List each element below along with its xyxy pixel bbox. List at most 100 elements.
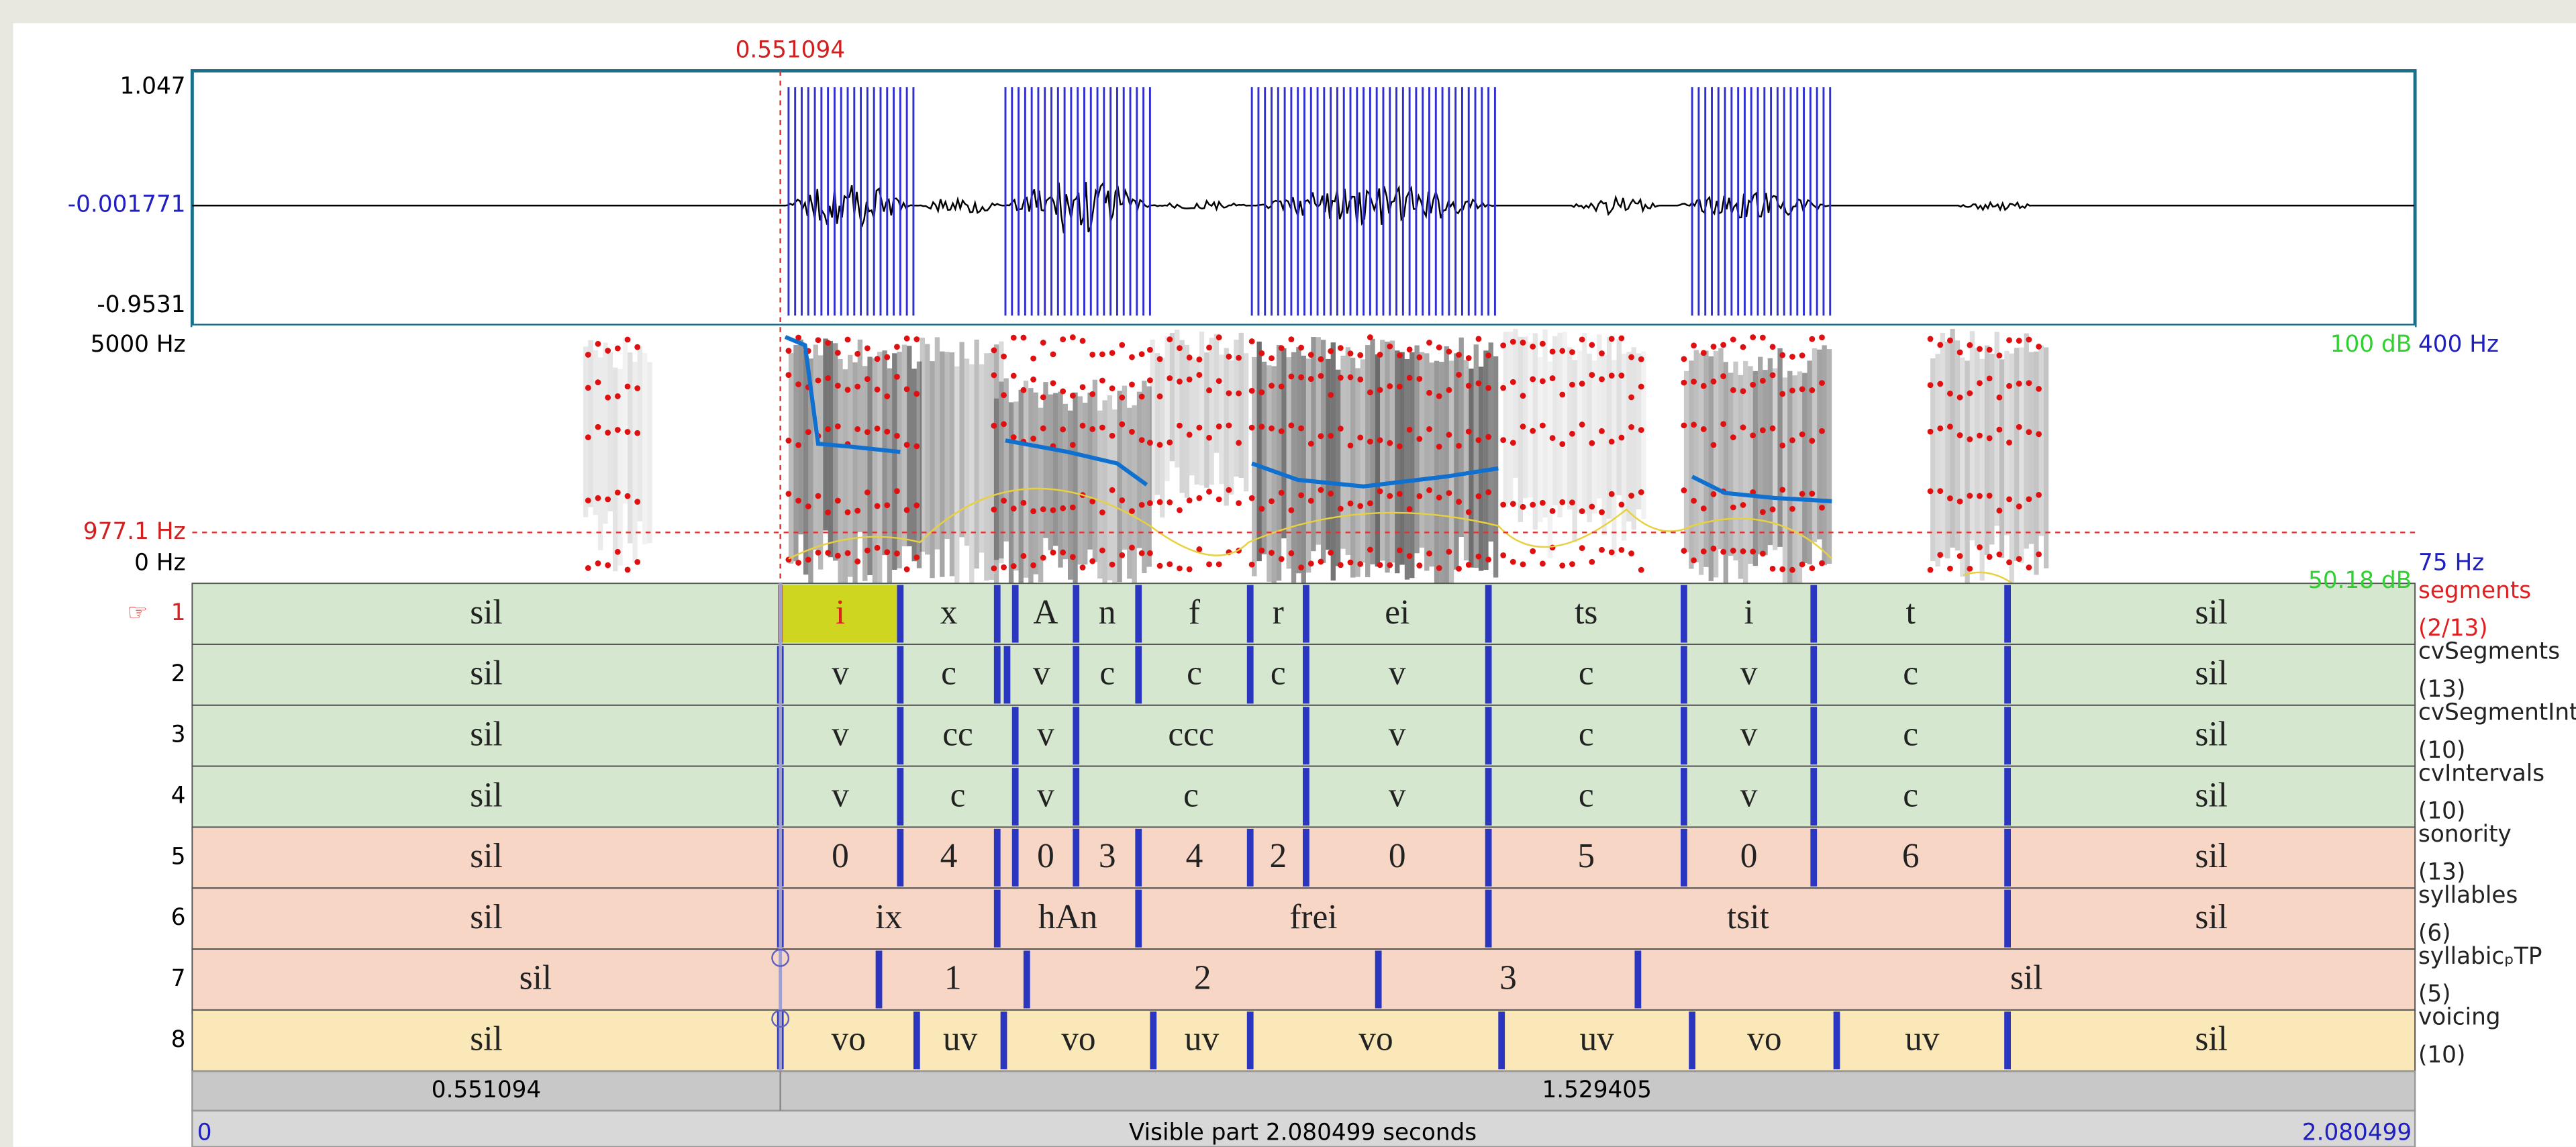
formant-dot — [1530, 428, 1536, 434]
formant-dot — [1996, 352, 2003, 359]
formant-dot — [1278, 383, 1285, 390]
formant-dot — [785, 438, 792, 444]
formant-dot — [1700, 350, 1707, 356]
tier-name: syllables — [2418, 882, 2518, 909]
spectrogram-band — [1797, 371, 1803, 595]
formant-dot — [1357, 434, 1364, 441]
formant-dot — [1947, 423, 1953, 430]
tier-count: (5) — [2418, 981, 2451, 1007]
formant-dot — [1500, 437, 1507, 444]
interval-label: v — [1740, 715, 1758, 753]
spectrogram-band — [1360, 359, 1366, 563]
interval-label: v — [832, 715, 849, 753]
spectrogram-band — [2043, 347, 2049, 568]
spectrogram-band — [1743, 360, 1748, 588]
interval-label: 6 — [1902, 837, 1920, 875]
formant-dot — [1977, 493, 1983, 499]
formant-dot — [834, 552, 841, 559]
formant-dot — [1196, 495, 1203, 501]
formant-dot — [884, 354, 891, 360]
spectrogram-area[interactable] — [192, 325, 2416, 584]
formant-dot — [795, 497, 801, 504]
formant-dot — [1357, 503, 1364, 509]
spectrogram-band — [1782, 377, 1788, 595]
spectrogram-band — [1146, 386, 1152, 567]
formant-dot — [785, 491, 792, 497]
spectrogram-band — [2028, 352, 2034, 544]
formant-dot — [1258, 350, 1265, 356]
formant-dot — [1089, 558, 1096, 564]
formant-dot — [1119, 552, 1126, 558]
spectrogram-band — [793, 344, 799, 562]
formant-dot — [1530, 376, 1536, 383]
interval-label: c — [1579, 776, 1594, 814]
tier[interactable] — [191, 1009, 2416, 1072]
interval-label: t — [1906, 593, 1916, 632]
formant-dot — [815, 549, 822, 556]
formant-dot — [1050, 380, 1056, 387]
tier[interactable] — [191, 948, 2416, 1011]
spectrogram-band — [1052, 393, 1058, 546]
formant-dot — [1236, 390, 1242, 397]
formant-dot — [1387, 343, 1393, 350]
spectrogram-band — [1326, 358, 1331, 550]
formant-dot — [1426, 340, 1432, 346]
formant-dot — [1030, 377, 1037, 383]
window-bar[interactable] — [191, 1109, 2416, 1147]
spectrogram-band — [1117, 391, 1122, 583]
formant-dot — [1167, 375, 1173, 381]
pitch-curve — [784, 335, 1832, 503]
window-end: 2.080499 — [2302, 1119, 2412, 1146]
formant-dot — [1720, 373, 1727, 379]
spectrogram-band — [940, 351, 945, 577]
tier-pointer: ☞ — [128, 599, 148, 626]
formant-dot — [1196, 424, 1203, 431]
formant-dot — [1691, 379, 1697, 385]
formant-dot — [1967, 390, 1973, 397]
tier[interactable] — [191, 887, 2416, 950]
formant-dot — [1216, 561, 1222, 568]
spectrogram-band — [1954, 340, 1961, 551]
spectrogram-band — [1165, 336, 1170, 481]
formant-dot — [1789, 387, 1795, 394]
formant-dot — [864, 345, 871, 352]
spectrogram-band — [1175, 330, 1180, 468]
tier-name: sonority — [2418, 821, 2512, 848]
spectrogram-band — [925, 344, 930, 555]
spectrogram-band — [1028, 388, 1034, 587]
interval-label: tsit — [1727, 898, 1769, 936]
formant-dot — [1030, 355, 1037, 362]
formant-dot — [1927, 382, 1934, 389]
spectrogram-band — [1389, 340, 1395, 563]
formant-dot — [903, 507, 910, 513]
selection-bar[interactable] — [191, 1070, 2416, 1112]
spectrogram-band — [954, 366, 960, 584]
formant-dot — [1530, 343, 1536, 350]
formant-dot — [1500, 501, 1507, 508]
formant-dot — [1258, 423, 1265, 430]
formant-dot — [1216, 496, 1222, 503]
waveform-max: 1.047 — [120, 72, 186, 99]
formant-dot — [634, 430, 641, 436]
formant-dot — [1040, 394, 1046, 401]
spectrogram-band — [1355, 368, 1360, 577]
formant-dot — [1010, 563, 1017, 569]
formant-dot — [1397, 547, 1403, 554]
formant-dot — [1628, 394, 1634, 401]
selection-duration: 1.529405 — [1542, 1077, 1651, 1103]
formant-dot — [1638, 356, 1644, 362]
formant-dot — [903, 386, 910, 393]
formant-dot — [1109, 350, 1116, 356]
formant-dot — [624, 336, 631, 343]
formant-dot — [1099, 509, 1105, 515]
formant-dot — [795, 560, 801, 566]
formant-dot — [884, 428, 891, 435]
formant-dot — [1397, 443, 1403, 450]
spectrogram-band — [647, 362, 652, 544]
spectrogram-band — [1641, 351, 1646, 519]
interval-label: frei — [1289, 898, 1337, 936]
formant-dot — [614, 548, 621, 555]
formant-dot — [1206, 434, 1212, 441]
boundary-handle — [771, 948, 790, 967]
formant-dot — [1740, 548, 1746, 554]
